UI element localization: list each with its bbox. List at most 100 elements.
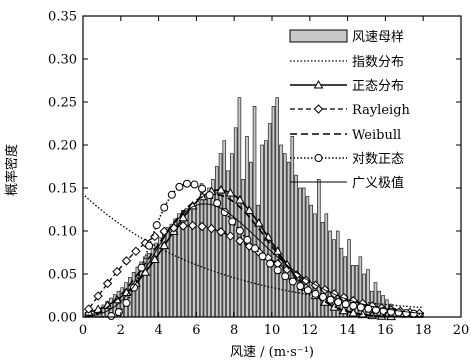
- histogram-bar: [264, 140, 268, 318]
- legend-swatch-histogram: [289, 29, 348, 43]
- circle-marker: [311, 289, 320, 298]
- diamond-marker: [93, 291, 103, 301]
- histogram-bar: [267, 123, 272, 318]
- plot-area: [83, 97, 425, 321]
- histogram-bar: [275, 97, 279, 318]
- diamond-marker: [187, 220, 198, 231]
- histogram-bar: [211, 179, 215, 318]
- histogram-bar: [305, 196, 310, 318]
- x-tick-label: 20: [453, 323, 470, 338]
- x-tick-label: 8: [230, 323, 238, 338]
- circle-marker: [319, 292, 328, 301]
- diamond-marker: [301, 275, 311, 286]
- circle-marker: [371, 305, 380, 314]
- triangle-marker: [225, 188, 236, 197]
- circle-marker: [160, 203, 169, 212]
- x-tick-label: 6: [192, 323, 200, 338]
- histogram-bar: [188, 204, 193, 318]
- circle-marker: [409, 309, 418, 318]
- legend-label: 正态分布: [352, 79, 404, 94]
- circle-marker: [152, 221, 161, 230]
- circle-marker: [145, 241, 154, 250]
- diamond-marker: [244, 241, 255, 251]
- diamond-marker: [121, 256, 132, 266]
- histogram-bar: [154, 242, 159, 318]
- histogram-bar: [298, 187, 302, 318]
- diamond-marker: [216, 227, 226, 237]
- circle-marker: [205, 191, 214, 200]
- histogram-bar: [245, 136, 249, 318]
- circle-marker: [243, 235, 252, 244]
- y-tick-label: 0.15: [48, 182, 77, 197]
- diamond-marker: [313, 104, 324, 114]
- triangle-marker: [216, 185, 226, 194]
- circle-marker: [356, 303, 365, 312]
- y-tick-label: 0.20: [48, 139, 77, 154]
- y-tick-label: 0.25: [48, 96, 77, 111]
- circle-marker: [175, 182, 184, 191]
- x-tick-label: 2: [117, 323, 125, 338]
- y-tick-label: 0.05: [48, 268, 77, 283]
- circle-marker: [130, 283, 139, 292]
- legend-label: Weibull: [352, 128, 401, 143]
- diamond-marker: [112, 266, 122, 277]
- histogram-bar: [131, 271, 136, 318]
- y-tick-label: 0.10: [48, 225, 77, 240]
- circle-marker: [235, 226, 244, 235]
- diamond-marker: [178, 221, 188, 231]
- circle-marker: [281, 272, 290, 281]
- histogram-bar: [294, 174, 298, 318]
- circle-marker: [182, 179, 191, 188]
- legend-label: Rayleigh: [352, 103, 411, 118]
- circle-marker: [288, 277, 297, 286]
- circle-marker: [402, 309, 411, 318]
- triangle-marker: [313, 79, 324, 89]
- circle-marker: [258, 252, 267, 261]
- circle-marker: [394, 308, 403, 317]
- y-tick-label: 0.35: [48, 10, 77, 25]
- legend-label: 对数正态: [352, 152, 404, 167]
- legend-label: 指数分布: [352, 55, 404, 70]
- histogram-bar: [301, 187, 306, 318]
- triangle-marker: [178, 212, 189, 222]
- y-tick-label: 0.30: [48, 53, 77, 68]
- triangle-marker: [329, 302, 340, 311]
- diamond-marker: [131, 246, 141, 257]
- histogram-bar: [313, 213, 317, 318]
- triangle-marker: [159, 240, 170, 250]
- x-tick-label: 12: [302, 323, 319, 338]
- circle-marker: [273, 266, 282, 275]
- histogram-bar: [279, 144, 283, 318]
- histogram-bar: [203, 196, 208, 318]
- histogram-bar: [215, 166, 219, 318]
- histogram-bar: [339, 247, 344, 318]
- circle-marker: [190, 180, 199, 189]
- circle-marker: [303, 286, 312, 295]
- histogram-bar: [271, 106, 276, 318]
- x-tick-label: 10: [264, 323, 281, 338]
- triangle-marker: [244, 205, 255, 214]
- series-line: [84, 203, 424, 317]
- circle-marker: [266, 259, 275, 268]
- axes: 0 2 4 6 8 10 12 14 16 18 20 0.00 0.05 0.10 0.15 0.20 0.2…: [48, 10, 469, 339]
- x-tick-label: 18: [415, 323, 432, 338]
- circle-marker: [220, 208, 229, 217]
- x-tick-label: 0: [79, 323, 87, 338]
- diamond-marker: [83, 304, 94, 314]
- x-tick-label: 4: [154, 323, 162, 338]
- series-line: [84, 193, 424, 318]
- histogram-bar: [309, 204, 313, 318]
- circle-marker: [334, 298, 343, 307]
- circle-marker: [114, 308, 123, 317]
- histogram-bar: [169, 223, 174, 318]
- circle-marker: [137, 263, 146, 272]
- histogram-bar: [196, 201, 200, 318]
- circle-marker: [250, 244, 259, 253]
- histogram-bar: [222, 140, 227, 318]
- circle-marker: [296, 282, 305, 291]
- histogram-bar: [286, 161, 291, 318]
- circle-marker: [314, 154, 323, 162]
- legend-label: 风速母样: [352, 30, 404, 45]
